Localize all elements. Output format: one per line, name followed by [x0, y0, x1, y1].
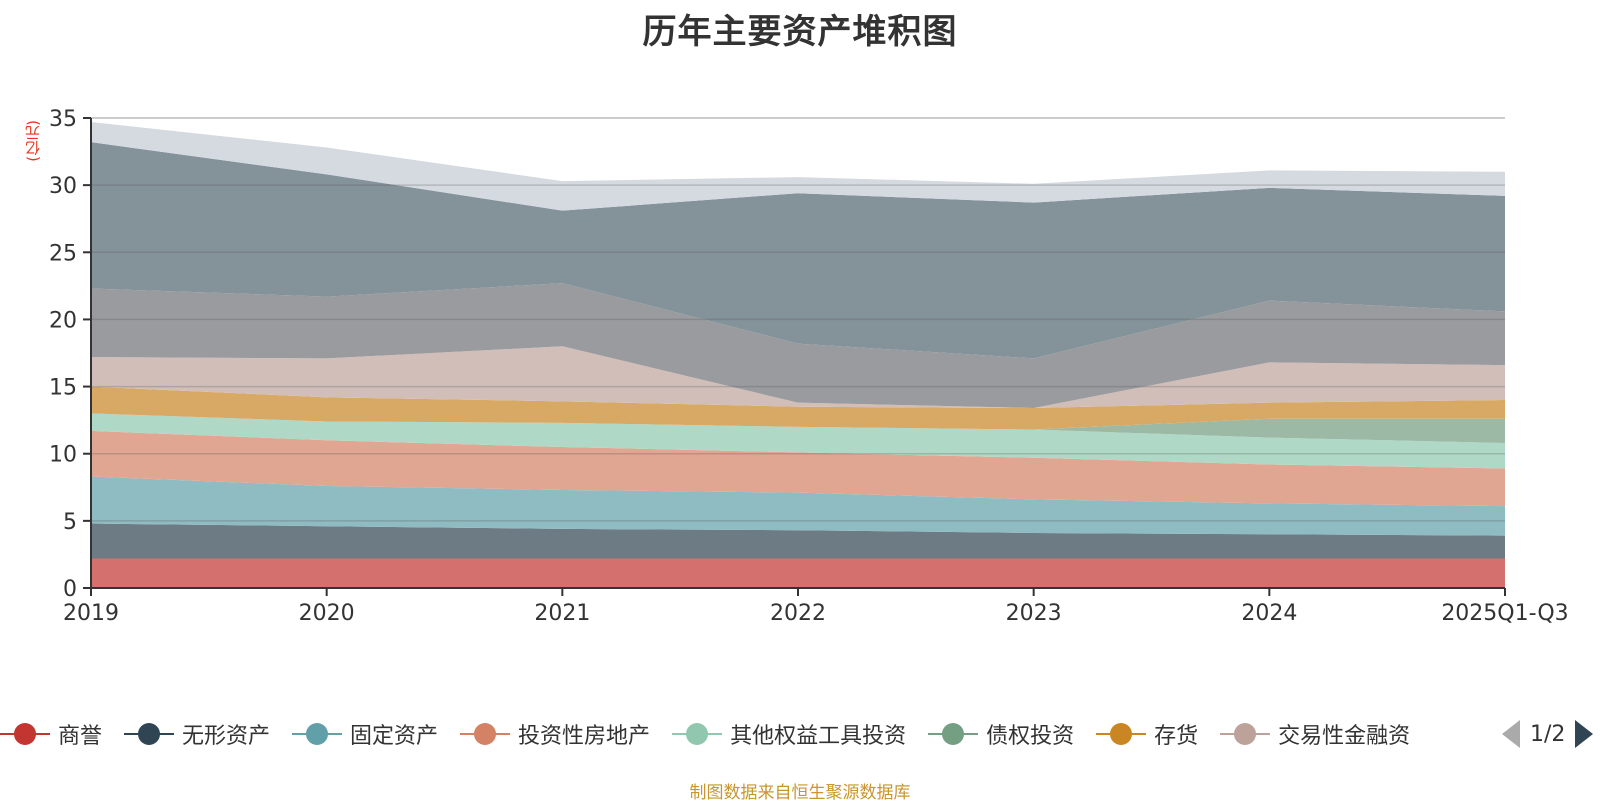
legend-prev-page-icon[interactable]: [1502, 720, 1520, 748]
legend-item[interactable]: 存货: [1096, 718, 1198, 750]
legend-item[interactable]: 投资性房地产: [460, 718, 650, 750]
legend-marker-icon: [1220, 722, 1271, 746]
legend-marker-icon: [1096, 722, 1147, 746]
legend-marker-icon: [292, 722, 343, 746]
legend-page-indicator: 1/2: [1530, 721, 1566, 747]
legend-item[interactable]: 固定资产: [292, 718, 438, 750]
y-tick-label: 25: [49, 241, 77, 266]
x-tick-label: 2023: [1006, 601, 1062, 626]
x-tick-label: 2025Q1-Q3: [1441, 601, 1568, 626]
legend-item[interactable]: 商誉: [0, 718, 102, 750]
legend-next-page-icon[interactable]: [1575, 720, 1594, 748]
legend-item[interactable]: 交易性金融资: [1220, 718, 1410, 750]
y-tick-label: 0: [63, 577, 77, 602]
x-tick-label: 2024: [1241, 601, 1297, 626]
legend-marker-icon: [460, 722, 511, 746]
area-6: [91, 413, 1505, 443]
legend-item[interactable]: 其他权益工具投资: [672, 718, 906, 750]
y-tick-label: 20: [49, 308, 77, 333]
area-4: [91, 430, 1505, 507]
legend-marker-icon: [672, 722, 723, 746]
legend-marker-icon: [0, 722, 50, 746]
area-11: [91, 122, 1505, 211]
legend-label: 债权投资: [986, 724, 1075, 749]
y-tick-label: 30: [49, 174, 77, 199]
y-tick-labels: 0 5 10 15 20 25 30 35: [49, 107, 77, 602]
y-tick-label: 35: [49, 107, 77, 132]
area-8: [91, 346, 1505, 409]
chart-title: 历年主要资产堆积图: [642, 12, 958, 52]
area-9: [91, 283, 1505, 409]
area-3: [91, 476, 1505, 536]
legend-marker-icon: [928, 722, 979, 746]
area-5: [91, 413, 1505, 469]
x-tick-label: 2020: [299, 601, 355, 626]
legend-marker-icon: [124, 722, 175, 746]
legend-pager: 1/2: [1490, 714, 1600, 754]
area-10: [91, 142, 1505, 359]
legend-label: 投资性房地产: [518, 724, 651, 749]
x-tick-label: 2019: [63, 601, 119, 626]
x-tick-label: 2021: [534, 601, 590, 626]
legend-item[interactable]: 无形资产: [124, 718, 270, 750]
area-layers: [91, 122, 1505, 588]
area-7: [91, 386, 1505, 430]
legend-label: 固定资产: [350, 724, 439, 749]
x-tick-labels: 2019 2020 2021 2022 2023 2024 2025Q1-Q3: [63, 601, 1569, 626]
legend-item[interactable]: 债权投资: [928, 718, 1074, 750]
legend-label: 商誉: [58, 724, 103, 749]
y-tick-label: 10: [49, 443, 77, 468]
area-1: [91, 558, 1505, 588]
legend: 商誉 无形资产 固定资产 投资性房地产 其他权益工具投资 债权投资 存货 交易性金融资: [0, 714, 1600, 754]
legend-label: 其他权益工具投资: [730, 724, 907, 749]
legend-label: 存货: [1154, 724, 1199, 749]
x-tick-label: 2022: [770, 601, 826, 626]
legend-label: 交易性金融资: [1278, 724, 1411, 749]
data-source-note: 制图数据来自恒生聚源数据库: [689, 783, 911, 803]
area-2: [91, 523, 1505, 559]
axes: [83, 117, 1506, 596]
y-tick-label: 15: [49, 376, 77, 401]
legend-label: 无形资产: [182, 724, 271, 749]
y-tick-label: 5: [63, 510, 77, 535]
